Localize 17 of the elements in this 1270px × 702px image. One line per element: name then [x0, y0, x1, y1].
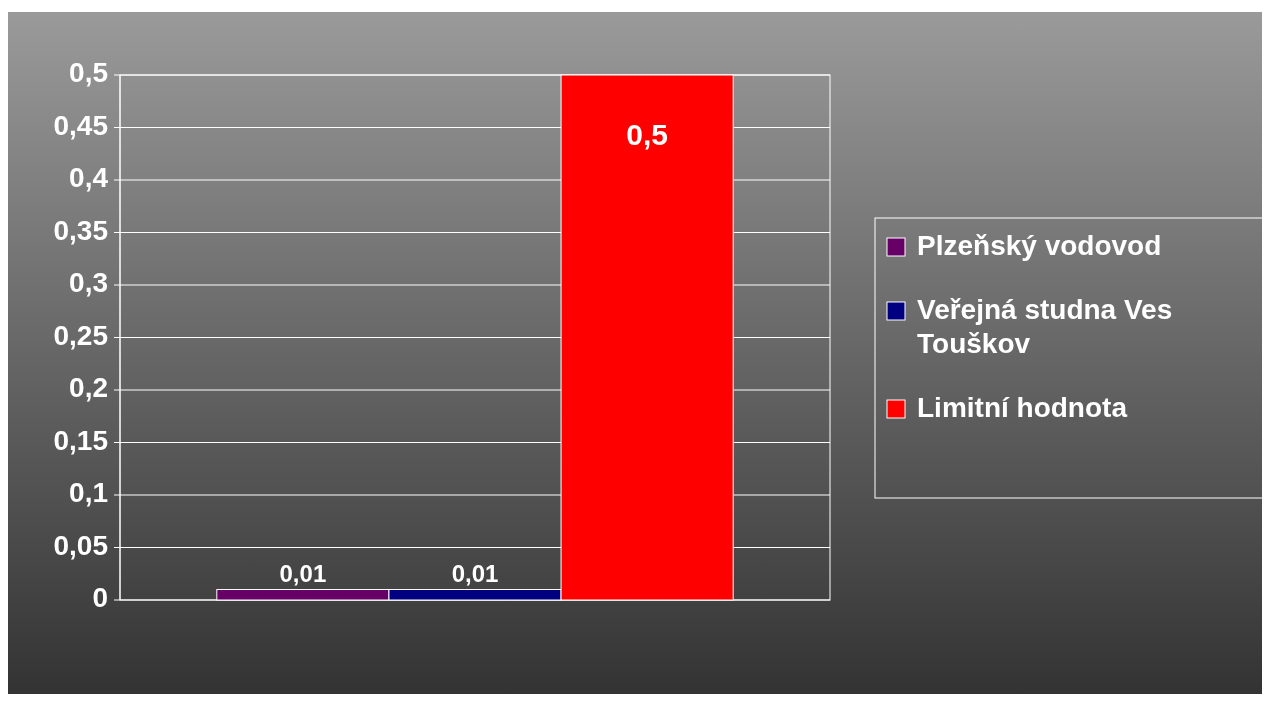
- data-label: 0,01: [279, 559, 327, 587]
- data-label: 0,5: [626, 118, 668, 151]
- y-tick-label: 0,15: [53, 424, 108, 456]
- y-tick-label: 0,45: [53, 109, 108, 141]
- y-tick-label: 0,05: [53, 529, 108, 561]
- y-tick-label: 0,5: [69, 57, 108, 89]
- legend-label: Plzeňský vodovod: [917, 230, 1162, 262]
- data-label: 0,01: [451, 559, 499, 587]
- y-tick-label: 0,3: [69, 267, 108, 299]
- y-tick-label: 0,1: [69, 477, 108, 509]
- y-tick-label: 0,35: [53, 214, 108, 246]
- y-tick-label: 0: [92, 582, 108, 614]
- y-tick-label: 0,4: [69, 162, 109, 194]
- y-tick-label: 0,2: [69, 372, 108, 404]
- legend-label: Limitní hodnota: [917, 392, 1128, 424]
- y-tick-label: 0,25: [53, 319, 108, 351]
- legend-label: Veřejná studna Ves Touškov: [917, 294, 1173, 360]
